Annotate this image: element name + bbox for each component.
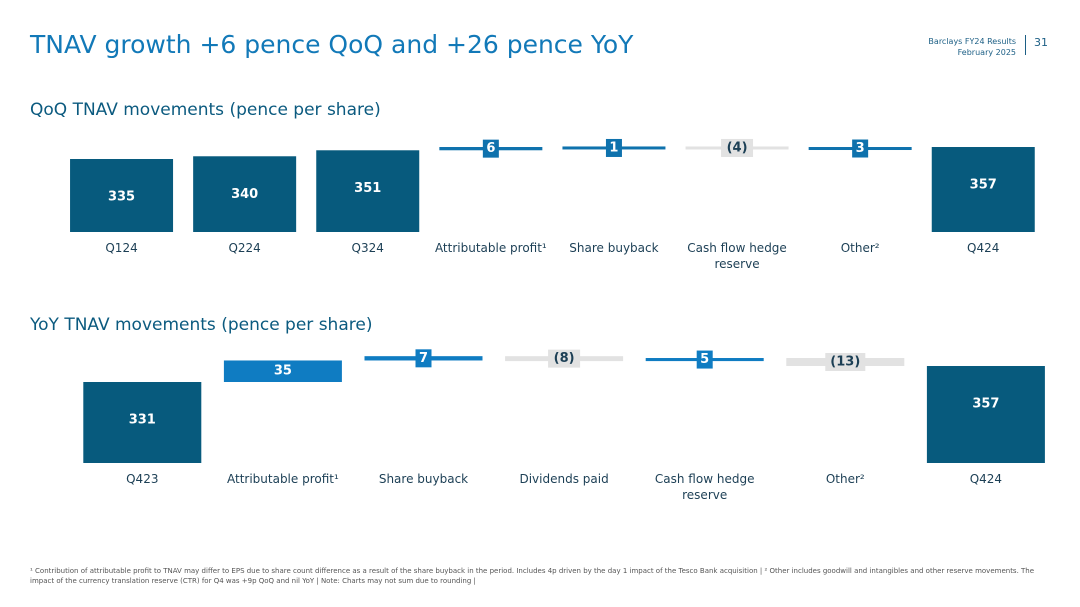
- value-label: 340: [231, 187, 258, 202]
- x-tick-label: Share buyback: [378, 472, 469, 486]
- slide-title: TNAV growth +6 pence QoQ and +26 pence Y…: [30, 30, 634, 59]
- label-box: [852, 139, 869, 158]
- label-box: [482, 139, 499, 158]
- x-tick-label: Q424: [967, 241, 1000, 255]
- x-category: Q324: [351, 241, 384, 255]
- label-box: [721, 138, 754, 157]
- x-category: Other²: [825, 472, 865, 486]
- bar: [70, 159, 174, 232]
- chart-title: QoQ TNAV movements (pence per share): [30, 100, 381, 120]
- x-tick-label: Cash flow hedge reserve: [687, 241, 787, 271]
- report-name: Barclays FY24 Results: [928, 37, 1016, 46]
- x-tick-label: Q423: [126, 472, 159, 486]
- x-category: Attributable profit¹: [434, 241, 547, 255]
- x-category: Q424: [967, 241, 1000, 255]
- value-label: 1: [609, 140, 618, 155]
- value-label: 35: [274, 364, 292, 379]
- value-label: 357: [972, 397, 999, 412]
- bar: [83, 382, 202, 463]
- x-category: Other²: [840, 241, 880, 255]
- x-category: Cash flow hedge reserve: [654, 472, 755, 502]
- value-label: 6: [486, 141, 495, 156]
- x-tick-label: Share buyback: [569, 241, 659, 255]
- x-category: Share buyback: [569, 241, 659, 255]
- x-tick-label: Q124: [105, 241, 138, 255]
- x-category: Q224: [228, 241, 261, 255]
- x-tick-label: Q324: [351, 241, 384, 255]
- charts: QoQ TNAV movements (pence per share) Q124…: [29, 100, 1045, 502]
- label-box: [415, 349, 432, 368]
- value-label: 357: [970, 178, 997, 193]
- value-label: 335: [108, 190, 135, 205]
- x-category: Attributable profit¹: [226, 472, 339, 486]
- value-label: 351: [354, 181, 381, 196]
- bar: [926, 366, 1045, 463]
- label-box: [825, 353, 866, 372]
- value-label: 3: [856, 141, 865, 156]
- label-box: [548, 349, 581, 368]
- value-label: (13): [830, 355, 860, 370]
- value-label: (8): [554, 351, 575, 366]
- x-tick-label: Attributable profit¹: [226, 472, 339, 486]
- x-tick-label: Other²: [825, 472, 865, 486]
- x-tick-label: Q424: [969, 472, 1003, 486]
- report-info: Barclays FY24 Results February 2025: [928, 36, 1016, 58]
- x-tick-label: Cash flow hedge reserve: [654, 472, 755, 502]
- label-box: [605, 138, 622, 157]
- bar: [193, 156, 297, 232]
- value-label: 5: [700, 352, 709, 367]
- x-tick-label: Q224: [228, 241, 261, 255]
- delta-bar: [223, 360, 342, 382]
- report-date: February 2025: [957, 48, 1016, 57]
- label-box: [696, 350, 713, 369]
- page-number: 31: [1034, 36, 1048, 49]
- x-tick-label: Other²: [840, 241, 880, 255]
- value-label: (4): [727, 140, 748, 155]
- bar: [316, 150, 420, 232]
- x-category: Share buyback: [378, 472, 469, 486]
- footnote: ¹ Contribution of attributable profit to…: [30, 567, 1035, 585]
- x-tick-label: Dividends paid: [519, 472, 609, 486]
- x-tick-label: Attributable profit¹: [434, 241, 547, 255]
- x-category: Cash flow hedge reserve: [687, 241, 787, 271]
- divider: [1025, 35, 1026, 55]
- x-category: Q124: [105, 241, 138, 255]
- x-category: Q424: [969, 472, 1003, 486]
- value-label: 7: [419, 351, 428, 366]
- value-label: 331: [129, 413, 156, 428]
- chart-title: YoY TNAV movements (pence per share): [29, 315, 372, 335]
- bar: [931, 147, 1035, 232]
- x-category: Q423: [126, 472, 159, 486]
- x-category: Dividends paid: [519, 472, 609, 486]
